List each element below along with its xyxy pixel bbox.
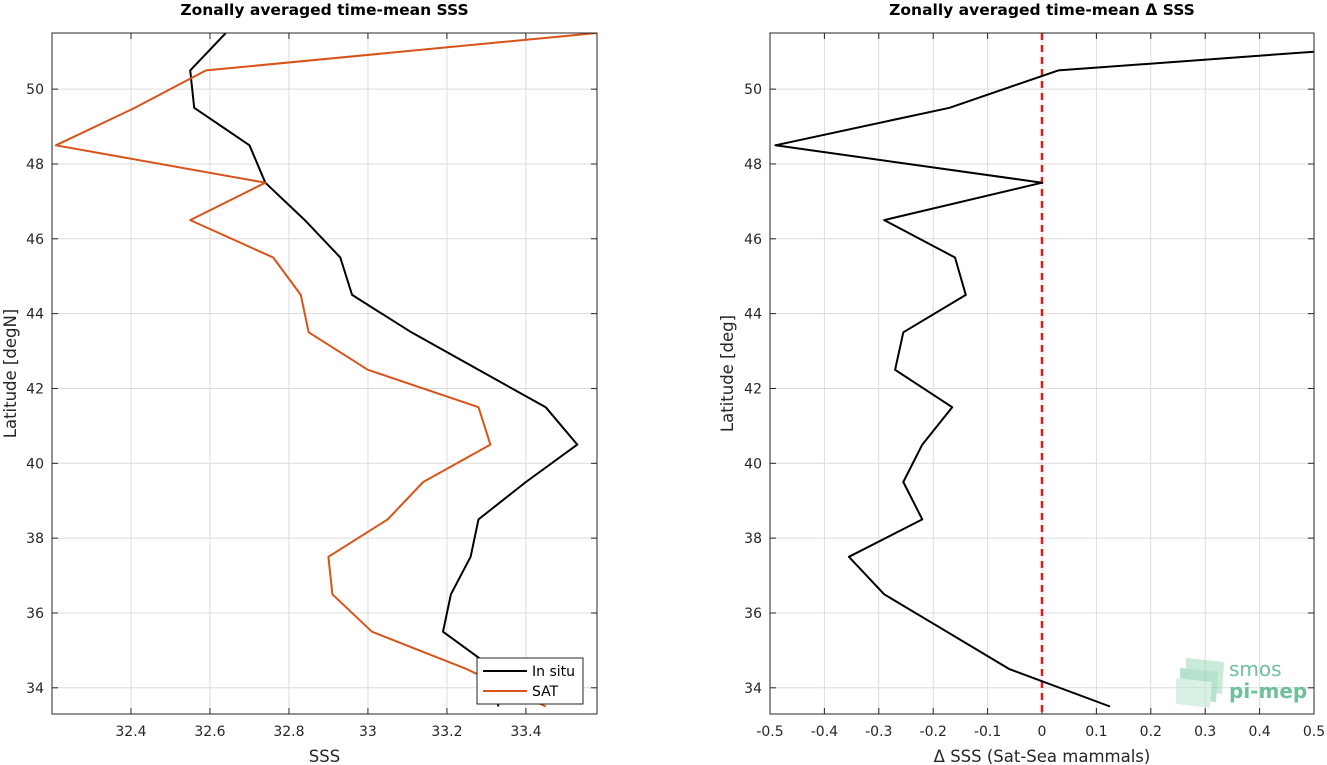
left-x-tick-label: 32.4 xyxy=(115,724,146,740)
left-y-tick-label: 34 xyxy=(26,681,44,697)
left-y-tick-label: 36 xyxy=(26,606,44,622)
right-y-tick-label: 48 xyxy=(744,157,762,173)
right-y-axis-label: Latitude [deg] xyxy=(718,315,737,432)
logo-text-smos: smos xyxy=(1229,657,1282,681)
legend-label-in-situ: In situ xyxy=(532,664,575,680)
right-panel: -0.5 -0.4 -0.3 -0.2 -0.1 0 0.1 0.2 0.3 0.4 0.5 34 36… xyxy=(718,1,1325,765)
right-y-tick-label: 50 xyxy=(744,82,762,98)
left-y-tick-label: 46 xyxy=(26,232,44,248)
right-y-tick-label: 42 xyxy=(744,381,762,397)
legend-box xyxy=(476,657,584,705)
right-x-tick-label: 0.1 xyxy=(1085,724,1107,740)
left-y-tick-label: 42 xyxy=(26,381,44,397)
right-x-tick-label: 0.5 xyxy=(1303,724,1325,740)
left-x-tick-label: 32.6 xyxy=(194,724,225,740)
right-y-tick-label: 36 xyxy=(744,606,762,622)
right-x-tick-label: -0.2 xyxy=(920,724,947,740)
left-x-axis-label: SSS xyxy=(309,747,340,765)
left-x-tick-label: 32.8 xyxy=(273,724,304,740)
right-series-line-1 xyxy=(774,50,1314,708)
right-axes-box xyxy=(769,32,1315,715)
right-x-tick-label: 0 xyxy=(1038,724,1047,740)
left-series-line-sat xyxy=(54,33,597,708)
left-x-tick-label: 33 xyxy=(359,724,377,740)
right-y-tick-label: 44 xyxy=(744,307,762,323)
left-plot-area xyxy=(52,33,597,714)
right-x-tick-label: -0.1 xyxy=(974,724,1001,740)
right-x-tick-label: 0.4 xyxy=(1248,724,1270,740)
legend-label-sat: SAT xyxy=(532,684,559,700)
right-y-tick-label: 38 xyxy=(744,531,762,547)
right-x-tick-label: -0.3 xyxy=(865,724,892,740)
right-x-tick-label: 0.3 xyxy=(1194,724,1216,740)
right-x-tick-label: -0.5 xyxy=(756,724,783,740)
left-panel: 32.4 32.6 32.8 33 33.2 33.4 34 36 38 40 42 44 46 48 50… xyxy=(1,1,598,765)
right-y-tick-label: 46 xyxy=(744,232,762,248)
left-axes-box xyxy=(51,32,598,715)
left-y-tick-label: 50 xyxy=(26,82,44,98)
left-x-tick-label: 33.2 xyxy=(431,724,462,740)
left-y-axis-label: Latitude [degN] xyxy=(1,309,20,438)
logo-text-pi-mep: pi-mep xyxy=(1229,679,1307,703)
logo-mark-icon xyxy=(1176,658,1224,708)
right-y-tick-label: 40 xyxy=(744,456,762,472)
left-x-tick-label: 33.4 xyxy=(510,724,541,740)
right-y-tick-label: 34 xyxy=(744,681,762,697)
right-x-axis-label: Δ SSS (Sat-Sea mammals) xyxy=(934,747,1151,765)
left-series-line-in-situ xyxy=(189,33,579,707)
left-y-tick-label: 44 xyxy=(26,307,44,323)
left-y-tick-label: 48 xyxy=(26,157,44,173)
left-chart-title: Zonally averaged time-mean SSS xyxy=(180,1,468,19)
right-x-tick-label: -0.4 xyxy=(811,724,838,740)
right-x-tick-label: 0.2 xyxy=(1140,724,1162,740)
right-chart-title: Zonally averaged time-mean Δ SSS xyxy=(889,1,1195,19)
left-y-tick-label: 40 xyxy=(26,456,44,472)
left-y-tick-label: 38 xyxy=(26,531,44,547)
smos-pi-mep-logo: smos pi-mep xyxy=(1176,657,1307,708)
